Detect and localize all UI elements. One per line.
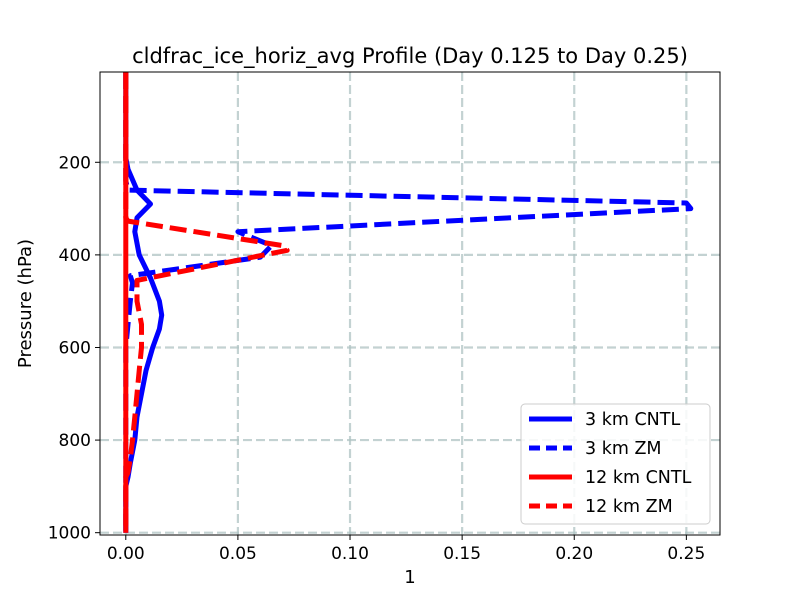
x-tick-label: 0.00: [107, 544, 145, 564]
x-tick-label: 0.15: [443, 544, 481, 564]
legend-entries: 3 km CNTL 3 km ZM 12 km CNTL 12 km ZM: [529, 410, 692, 517]
x-tick-label: 0.20: [555, 544, 593, 564]
y-axis-label: Pressure (hPa): [15, 239, 36, 368]
x-tick-label: 0.05: [219, 544, 257, 564]
legend-label: 3 km ZM: [585, 439, 662, 459]
y-tick-label: 1000: [48, 524, 91, 544]
x-tick-label: 0.10: [331, 544, 369, 564]
chart-title: cldfrac_ice_horiz_avg Profile (Day 0.125…: [132, 44, 688, 69]
series-line-12-km-zm: [123, 72, 290, 533]
y-tick-label: 200: [59, 153, 91, 173]
legend-label: 12 km CNTL: [585, 468, 692, 488]
y-tick-label: 800: [59, 431, 91, 451]
legend-box: [520, 403, 711, 525]
x-axis-label: 1: [404, 567, 415, 588]
series-layer: [123, 72, 694, 533]
tick-layer: 0.00 0.05 0.10 0.15 0.20 0.25 200 400 600 800 1000: [48, 153, 706, 564]
legend-label: 3 km CNTL: [585, 410, 680, 430]
x-tick-label: 0.25: [667, 544, 705, 564]
y-tick-label: 600: [59, 338, 91, 358]
legend: 3 km CNTL 3 km ZM 12 km CNTL 12 km ZM: [520, 403, 711, 525]
legend-label: 12 km ZM: [585, 497, 673, 517]
plot-frame: [99, 71, 721, 536]
y-tick-label: 400: [59, 246, 91, 266]
